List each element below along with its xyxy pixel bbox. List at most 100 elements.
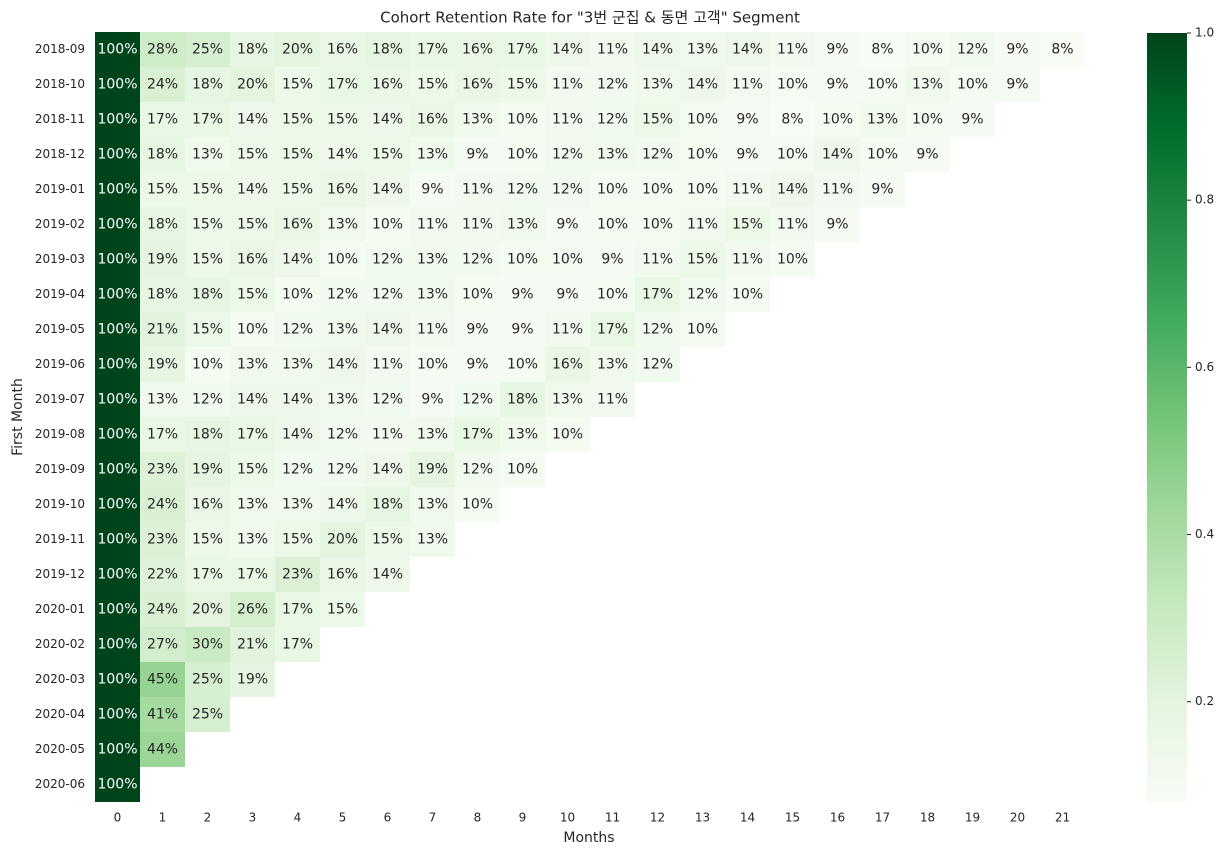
heatmap-cell: [365, 32, 410, 67]
cell-label: 18%: [372, 42, 403, 58]
cell-label: 9%: [466, 322, 488, 338]
cell-label: 10%: [687, 147, 718, 163]
heatmap-cell: [680, 312, 725, 347]
heatmap-cell: [275, 172, 320, 207]
y-tick-label: 2020-06: [35, 777, 85, 791]
cell-label: 17%: [282, 637, 313, 653]
heatmap-cell: [230, 67, 275, 102]
heatmap-cell: [590, 277, 635, 312]
cell-label: 10%: [282, 287, 313, 303]
heatmap-cell: [185, 242, 230, 277]
heatmap-cell: [1040, 32, 1085, 67]
heatmap-cell: [725, 32, 770, 67]
heatmap-cell: [365, 312, 410, 347]
cell-label: 10%: [417, 357, 448, 373]
y-tick-label: 2019-08: [35, 427, 85, 441]
heatmap-cell: [635, 172, 680, 207]
cell-label: 9%: [916, 147, 938, 163]
heatmap-cell: [905, 67, 950, 102]
cell-label: 10%: [597, 182, 628, 198]
cell-label: 15%: [282, 147, 313, 163]
cell-label: 15%: [417, 77, 448, 93]
y-tick-label: 2020-02: [35, 637, 85, 651]
heatmap-cell: [455, 312, 500, 347]
y-tick-label: 2019-05: [35, 322, 85, 336]
cell-label: 45%: [147, 672, 178, 688]
cell-label: 10%: [912, 112, 943, 128]
cell-label: 10%: [777, 77, 808, 93]
heatmap-cell: [140, 137, 185, 172]
heatmap-cell: [815, 172, 860, 207]
heatmap-cell: [410, 172, 455, 207]
cell-label: 13%: [237, 532, 268, 548]
heatmap-cell: [500, 347, 545, 382]
heatmap-cell: [545, 277, 590, 312]
cell-label: 17%: [147, 112, 178, 128]
heatmap-cell: [545, 242, 590, 277]
cell-label: 18%: [147, 287, 178, 303]
cell-label: 9%: [601, 252, 623, 268]
y-tick-label: 2020-01: [35, 602, 85, 616]
cell-label: 13%: [867, 112, 898, 128]
heatmap-cell: [140, 102, 185, 137]
heatmap-cell: [185, 347, 230, 382]
heatmap-cell: [230, 417, 275, 452]
cell-label: 9%: [421, 182, 443, 198]
heatmap-cell: [680, 172, 725, 207]
cell-label: 11%: [777, 42, 808, 58]
heatmap-cell: [320, 172, 365, 207]
heatmap-cell: [365, 557, 410, 592]
heatmap-cell: [500, 32, 545, 67]
cell-label: 100%: [97, 567, 137, 583]
heatmap-cell: [185, 452, 230, 487]
x-tick-label: 0: [114, 811, 122, 825]
heatmap-cell: [275, 347, 320, 382]
heatmap-cell: [770, 242, 815, 277]
cell-label: 19%: [192, 462, 223, 478]
cell-label: 15%: [192, 252, 223, 268]
x-tick-label: 11: [605, 811, 620, 825]
heatmap-cell: [455, 347, 500, 382]
cell-label: 24%: [147, 497, 178, 513]
x-tick-label: 5: [339, 811, 347, 825]
heatmap-cell: [95, 662, 140, 697]
heatmap-cell: [410, 32, 455, 67]
cell-label: 24%: [147, 77, 178, 93]
cell-label: 9%: [826, 42, 848, 58]
cell-label: 12%: [327, 427, 358, 443]
heatmap-cell: [455, 382, 500, 417]
cell-label: 11%: [552, 112, 583, 128]
cell-label: 15%: [147, 182, 178, 198]
y-tick-label: 2020-05: [35, 742, 85, 756]
heatmap-cell: [590, 382, 635, 417]
cell-label: 14%: [687, 77, 718, 93]
cell-label: 15%: [237, 217, 268, 233]
cell-label: 12%: [372, 252, 403, 268]
y-tick-label: 2020-04: [35, 707, 85, 721]
cell-label: 11%: [552, 322, 583, 338]
heatmap-cell: [770, 137, 815, 172]
y-tick-label: 2019-01: [35, 182, 85, 196]
heatmap-cell: [320, 347, 365, 382]
cell-label: 15%: [192, 217, 223, 233]
cell-label: 15%: [507, 77, 538, 93]
cell-label: 14%: [372, 567, 403, 583]
cell-label: 30%: [192, 637, 223, 653]
cell-label: 17%: [237, 427, 268, 443]
cell-label: 14%: [552, 42, 583, 58]
heatmap-cell: [95, 767, 140, 802]
cell-label: 9%: [511, 322, 533, 338]
heatmap-cell: [140, 277, 185, 312]
x-tick-label: 2: [204, 811, 212, 825]
heatmap-cell: [455, 172, 500, 207]
cell-label: 13%: [912, 77, 943, 93]
cell-label: 28%: [147, 42, 178, 58]
cell-label: 11%: [687, 217, 718, 233]
cell-label: 11%: [417, 322, 448, 338]
cell-label: 13%: [237, 497, 268, 513]
cell-label: 10%: [687, 182, 718, 198]
cell-label: 13%: [417, 497, 448, 513]
heatmap-cell: [365, 242, 410, 277]
heatmap-cell: [680, 32, 725, 67]
cell-label: 11%: [417, 217, 448, 233]
